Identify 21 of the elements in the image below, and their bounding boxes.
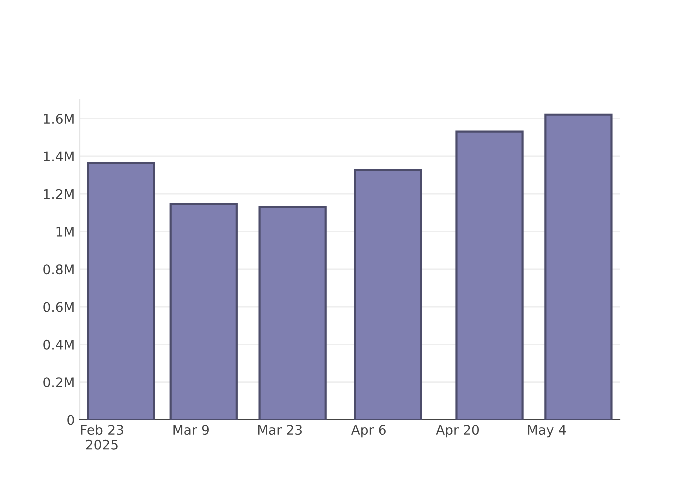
x-tick-label: Apr 6 <box>351 425 386 438</box>
y-tick-label: 1.6M <box>44 114 74 124</box>
bar <box>258 206 327 420</box>
x-tick-label: Apr 20 <box>436 425 480 438</box>
y-tick-label: 0.6M <box>44 302 74 312</box>
bar <box>544 114 613 420</box>
bar <box>456 130 524 420</box>
x-tick-label: Mar 23 <box>258 425 302 436</box>
x-tick-label: May 4 <box>528 425 566 438</box>
y-tick-label: 0.2M <box>44 378 74 388</box>
y-tick-label: 0.8M <box>44 264 74 275</box>
x-tick-label: Feb 23 2025 <box>81 424 124 450</box>
y-tick-label: 1M <box>56 227 74 237</box>
bar <box>170 203 238 420</box>
bar <box>354 168 422 420</box>
y-tick-label: 1.4M <box>44 152 74 162</box>
x-tick-label: Mar 9 <box>174 425 209 436</box>
bar <box>87 162 156 420</box>
y-tick-label: 1.2M <box>44 189 74 200</box>
y-tick-label: 0.4M <box>44 340 74 350</box>
y-tick-label: 0 <box>68 415 74 426</box>
